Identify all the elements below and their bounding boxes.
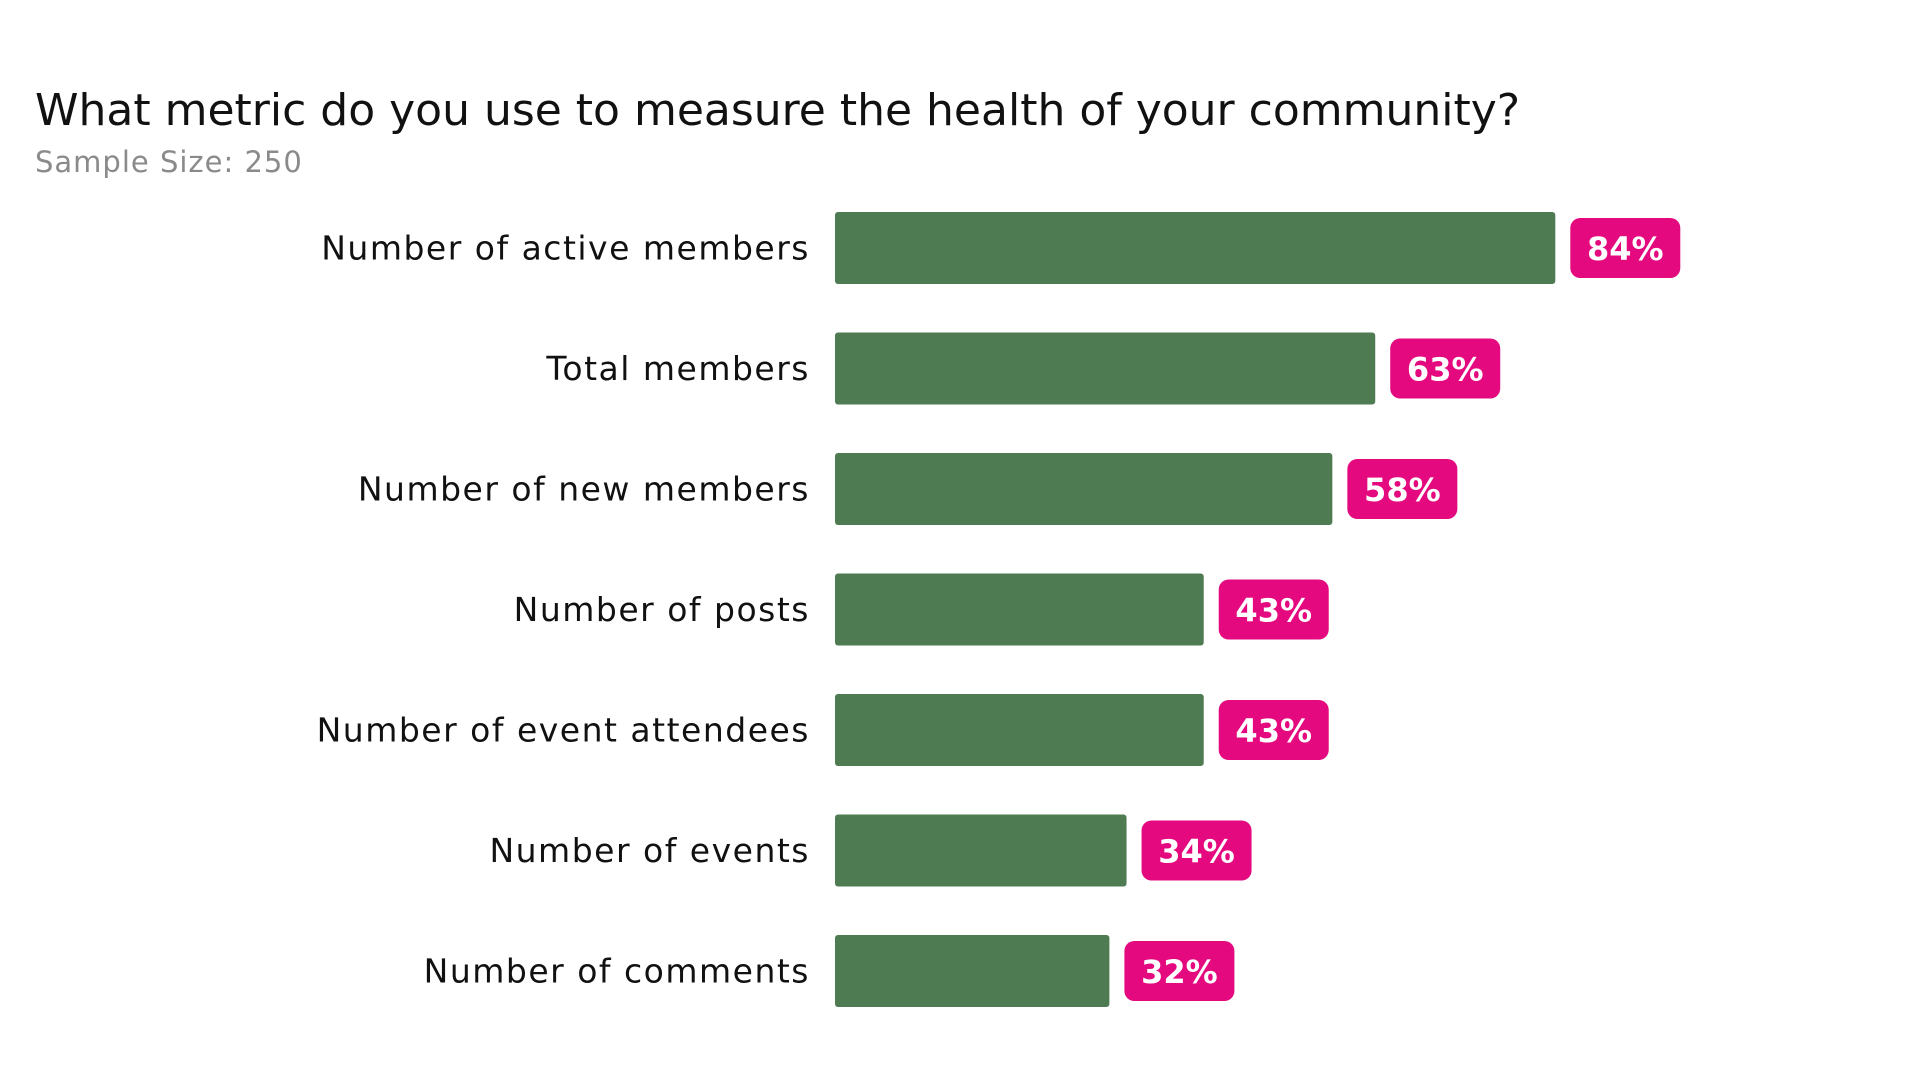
value-label-number-of-new-members: 58% xyxy=(1364,471,1441,509)
bar-number-of-comments xyxy=(835,935,1110,1007)
value-badge-total-members xyxy=(1390,338,1501,399)
category-label-number-of-posts: Number of posts xyxy=(514,590,810,629)
value-label-number-of-event-attendees: 43% xyxy=(1235,712,1312,750)
category-label-number-of-new-members: Number of new members xyxy=(358,470,810,509)
chart-subtitle: Sample Size: 250 xyxy=(35,145,303,179)
value-label-number-of-posts: 43% xyxy=(1235,592,1312,630)
value-badge-number-of-event-attendees xyxy=(1218,700,1329,760)
category-label-number-of-active-members: Number of active members xyxy=(321,229,810,268)
value-label-number-of-active-members: 84% xyxy=(1587,230,1664,268)
chart-title: What metric do you use to measure the he… xyxy=(35,85,1521,136)
category-label-number-of-comments: Number of comments xyxy=(424,952,810,991)
bar-number-of-new-members xyxy=(835,453,1333,525)
value-badge-number-of-posts xyxy=(1218,579,1329,640)
category-label-total-members: Total members xyxy=(545,349,810,388)
bar-total-members xyxy=(835,332,1376,405)
bar-number-of-active-members xyxy=(835,212,1556,284)
value-label-total-members: 63% xyxy=(1407,351,1484,389)
value-badge-number-of-events xyxy=(1141,820,1252,881)
value-badge-number-of-comments xyxy=(1124,941,1235,1001)
bar-number-of-event-attendees xyxy=(835,694,1204,766)
value-label-number-of-comments: 32% xyxy=(1141,953,1218,991)
category-label-number-of-events: Number of events xyxy=(489,831,810,870)
category-label-number-of-event-attendees: Number of event attendees xyxy=(317,711,810,750)
bar-number-of-events xyxy=(835,814,1127,887)
value-badge-number-of-active-members xyxy=(1570,218,1681,278)
value-label-number-of-events: 34% xyxy=(1158,833,1235,871)
value-badge-number-of-new-members xyxy=(1347,459,1458,519)
bar-number-of-posts xyxy=(835,573,1204,646)
